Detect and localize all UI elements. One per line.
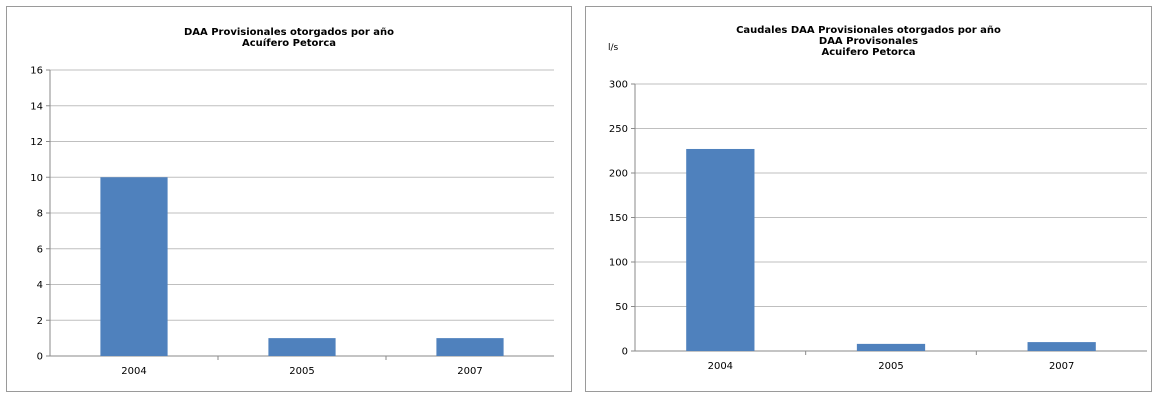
chart-left-title: DAA Provisionales otorgados por año	[183, 27, 395, 38]
chart-left-x-tick-label-2007: 2007	[457, 366, 482, 377]
chart-left-x-tick-label-2004: 2004	[121, 366, 146, 377]
chart-left-y-tick-label: 14	[30, 101, 43, 112]
chart-left-y-tick-label: 0	[37, 352, 43, 363]
chart-left-x-tick-label-2005: 2005	[289, 366, 314, 377]
chart-left-bar-2004	[100, 177, 168, 356]
chart-right-subtitle-2: Acuifero Petorca	[821, 47, 916, 58]
chart-left-bar-2005	[268, 338, 336, 356]
chart-right-panel: Caudales DAA Provisionales otorgados por…	[585, 6, 1152, 392]
chart-left-y-tick-label: 2	[37, 316, 43, 327]
chart-left-plot: 0 2 4 6 8 10 12 14 16 2004 2005 2007	[30, 66, 554, 377]
chart-right-plot: 0 50 100 150 200 250 300 2004 2005 2007	[609, 80, 1147, 372]
chart-right-y-tick-label: 200	[609, 169, 628, 180]
chart-right-x-tick-label-2007: 2007	[1049, 361, 1074, 372]
chart-left-panel: DAA Provisionales otorgados por año Acuí…	[6, 6, 572, 392]
chart-right-bar-2004	[686, 148, 755, 351]
chart-left-y-tick-label: 10	[30, 173, 43, 184]
chart-left-y-tick-label: 16	[30, 66, 43, 77]
chart-right-y-tick-label: 300	[609, 80, 628, 91]
chart-left-subtitle: Acuífero Petorca	[242, 38, 336, 49]
chart-right-y-tick-label: 150	[609, 213, 628, 224]
chart-right-x-tick-label-2005: 2005	[878, 361, 903, 372]
chart-left-y-tick-label: 12	[30, 137, 43, 148]
chart-left-y-tick-label: 4	[37, 280, 43, 291]
chart-right-subtitle: DAA Provisonales	[818, 36, 919, 47]
chart-right-y-tick-label: 250	[609, 124, 628, 135]
chart-left-y-tick-label: 6	[37, 244, 43, 255]
chart-right-title: Caudales DAA Provisionales otorgados por…	[736, 25, 1001, 36]
chart-left-bar-2007	[436, 338, 504, 356]
chart-right-y-tick-label: 0	[622, 347, 628, 358]
chart-right-y-tick-label: 100	[609, 258, 628, 269]
chart-right-x-tick-label-2004: 2004	[708, 361, 733, 372]
chart-right-bar-2005	[856, 343, 926, 351]
chart-right-y-tick-label: 50	[615, 302, 628, 313]
chart-right-y-unit: l/s	[608, 43, 619, 53]
chart-right-bar-2007	[1027, 342, 1096, 351]
chart-left-y-tick-label: 8	[37, 209, 43, 220]
